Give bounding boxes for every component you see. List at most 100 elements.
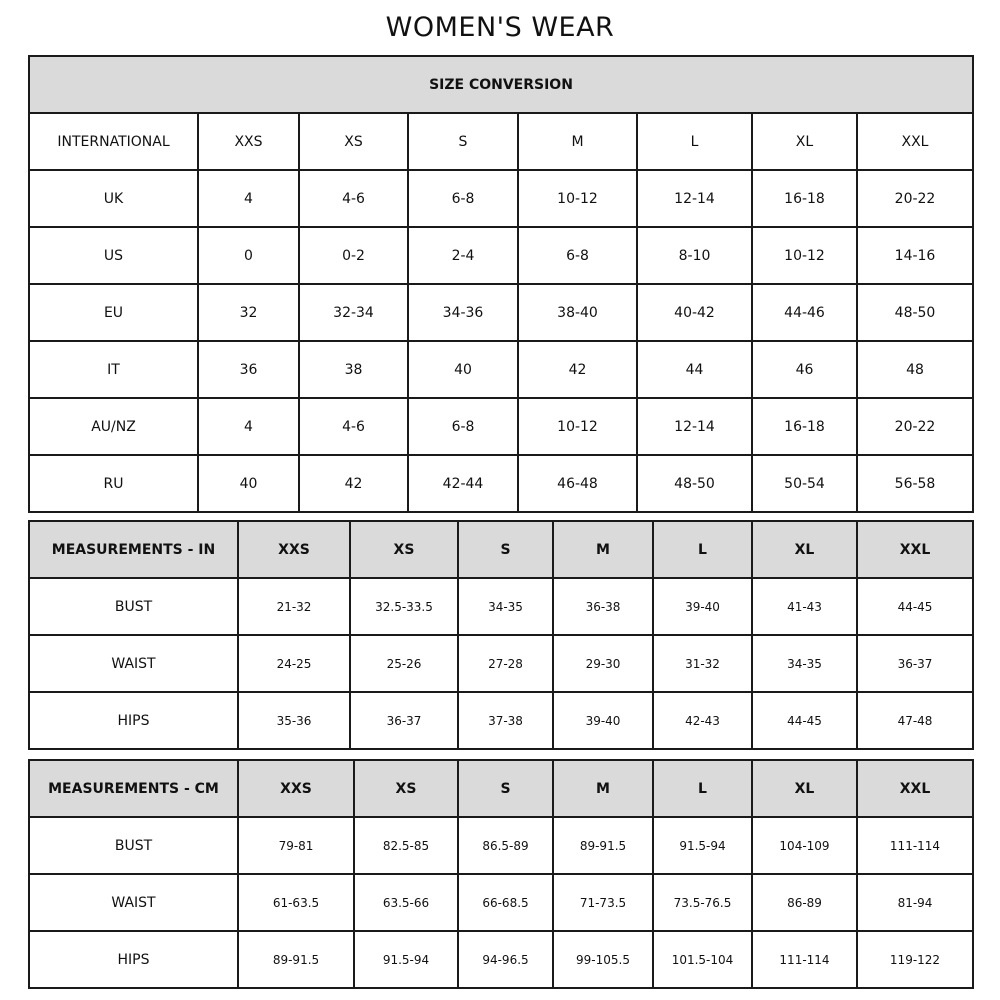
header-cell: INTERNATIONAL [28, 112, 199, 171]
header-cell: XS [349, 520, 459, 579]
header-cell: XL [751, 112, 858, 171]
table-cell: 34-35 [457, 577, 554, 636]
table-row: RU 40 42 42-44 46-48 48-50 50-54 56-58 [28, 454, 974, 513]
table-cell: 44-46 [751, 283, 858, 342]
table-cell: 6-8 [407, 397, 519, 456]
row-label: WAIST [28, 873, 239, 932]
table-cell: 86.5-89 [457, 816, 554, 875]
table-cell: 61-63.5 [237, 873, 355, 932]
table-cell: 42 [517, 340, 638, 399]
header-row: INTERNATIONAL XXS XS S M L XL XXL [28, 112, 974, 171]
header-cell: S [457, 520, 554, 579]
table-cell: 14-16 [856, 226, 974, 285]
header-cell: XXL [856, 759, 974, 818]
table-cell: 48 [856, 340, 974, 399]
row-label: AU/NZ [28, 397, 199, 456]
table-row: EU 32 32-34 34-36 38-40 40-42 44-46 48-50 [28, 283, 974, 342]
table-cell: 44-45 [856, 577, 974, 636]
header-cell: L [652, 759, 753, 818]
table-cell: 91.5-94 [353, 930, 459, 989]
table-cell: 73.5-76.5 [652, 873, 753, 932]
table-cell: 0 [197, 226, 300, 285]
table-cell: 12-14 [636, 169, 753, 228]
table-cell: 42-44 [407, 454, 519, 513]
table-cell: 2-4 [407, 226, 519, 285]
table-cell: 66-68.5 [457, 873, 554, 932]
table-cell: 10-12 [517, 397, 638, 456]
table-cell: 46-48 [517, 454, 638, 513]
table-row: WAIST 24-25 25-26 27-28 29-30 31-32 34-35 36-37 [28, 634, 974, 693]
table-cell: 16-18 [751, 169, 858, 228]
header-cell: L [636, 112, 753, 171]
table-cell: 42 [298, 454, 409, 513]
table-cell: 63.5-66 [353, 873, 459, 932]
header-cell: XXL [856, 520, 974, 579]
table-row: UK 4 4-6 6-8 10-12 12-14 16-18 20-22 [28, 169, 974, 228]
table-cell: 36-37 [856, 634, 974, 693]
table-cell: 24-25 [237, 634, 351, 693]
row-label: UK [28, 169, 199, 228]
table-cell: 4-6 [298, 397, 409, 456]
row-label: BUST [28, 816, 239, 875]
header-cell: L [652, 520, 753, 579]
table-row: BUST 21-32 32.5-33.5 34-35 36-38 39-40 41-43 44… [28, 577, 974, 636]
table-row: US 0 0-2 2-4 6-8 8-10 10-12 14-16 [28, 226, 974, 285]
table-cell: 99-105.5 [552, 930, 654, 989]
header-cell: MEASUREMENTS - CM [28, 759, 239, 818]
table-cell: 32.5-33.5 [349, 577, 459, 636]
table-cell: 44 [636, 340, 753, 399]
table-cell: 42-43 [652, 691, 753, 750]
table-heading: SIZE CONVERSION [28, 55, 974, 114]
table-cell: 119-122 [856, 930, 974, 989]
table-cell: 32-34 [298, 283, 409, 342]
header-row: MEASUREMENTS - IN XXS XS S M L XL XXL [28, 520, 974, 579]
row-label: HIPS [28, 930, 239, 989]
header-cell: M [552, 520, 654, 579]
table-cell: 94-96.5 [457, 930, 554, 989]
table-cell: 38-40 [517, 283, 638, 342]
table-cell: 39-40 [652, 577, 753, 636]
table-cell: 0-2 [298, 226, 409, 285]
header-cell: XXS [237, 759, 355, 818]
table-cell: 89-91.5 [237, 930, 355, 989]
row-label: IT [28, 340, 199, 399]
header-cell: XXL [856, 112, 974, 171]
table-row: IT 36 38 40 42 44 46 48 [28, 340, 974, 399]
size-conversion-table: SIZE CONVERSION INTERNATIONAL XXS XS S M L XL XX… [28, 55, 974, 513]
table-cell: 86-89 [751, 873, 858, 932]
table-cell: 81-94 [856, 873, 974, 932]
header-cell: M [552, 759, 654, 818]
table-cell: 20-22 [856, 169, 974, 228]
table-cell: 34-36 [407, 283, 519, 342]
table-cell: 4 [197, 169, 300, 228]
measurements-in-table: MEASUREMENTS - IN XXS XS S M L XL XXL BUST 21-32 3… [28, 520, 974, 750]
table-cell: 36-38 [552, 577, 654, 636]
table-cell: 38 [298, 340, 409, 399]
table-cell: 56-58 [856, 454, 974, 513]
table-cell: 34-35 [751, 634, 858, 693]
table-cell: 44-45 [751, 691, 858, 750]
table-row: HIPS 89-91.5 91.5-94 94-96.5 99-105.5 101.5-1… [28, 930, 974, 989]
page-title: WOMEN'S WEAR [385, 12, 615, 43]
table-cell: 8-10 [636, 226, 753, 285]
header-row: MEASUREMENTS - CM XXS XS S M L XL XXL [28, 759, 974, 818]
table-cell: 48-50 [636, 454, 753, 513]
table-cell: 50-54 [751, 454, 858, 513]
header-cell: S [457, 759, 554, 818]
table-cell: 40 [197, 454, 300, 513]
table-cell: 40 [407, 340, 519, 399]
table-row: AU/NZ 4 4-6 6-8 10-12 12-14 16-18 20-22 [28, 397, 974, 456]
table-cell: 104-109 [751, 816, 858, 875]
header-cell: M [517, 112, 638, 171]
table-cell: 20-22 [856, 397, 974, 456]
table-cell: 82.5-85 [353, 816, 459, 875]
table-cell: 10-12 [517, 169, 638, 228]
row-label: HIPS [28, 691, 239, 750]
table-cell: 12-14 [636, 397, 753, 456]
table-cell: 16-18 [751, 397, 858, 456]
table-cell: 10-12 [751, 226, 858, 285]
table-cell: 39-40 [552, 691, 654, 750]
row-label: WAIST [28, 634, 239, 693]
table-cell: 25-26 [349, 634, 459, 693]
table-cell: 4 [197, 397, 300, 456]
